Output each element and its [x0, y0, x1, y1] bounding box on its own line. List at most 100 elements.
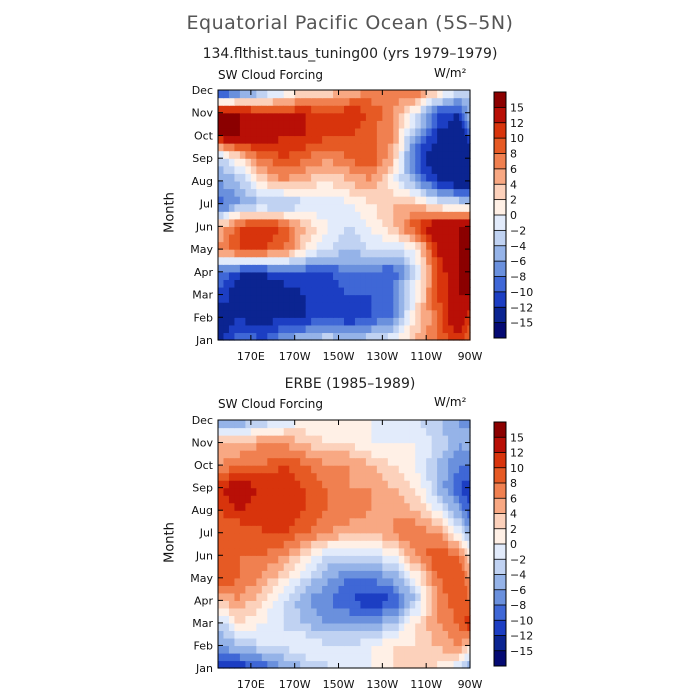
heatmap-cell	[311, 302, 318, 311]
heatmap-cell	[272, 540, 279, 549]
heatmap-cell	[393, 173, 400, 182]
heatmap-cell	[333, 112, 340, 121]
heatmap-cell	[426, 90, 433, 99]
heatmap-cell	[344, 660, 351, 669]
heatmap-cell	[382, 286, 389, 296]
heatmap-cell	[420, 645, 427, 654]
heatmap-cell	[437, 547, 444, 556]
heatmap-cell	[322, 555, 329, 564]
heatmap-cell	[398, 540, 405, 549]
heatmap-cell	[437, 256, 444, 265]
heatmap-cell	[283, 450, 290, 459]
heatmap-cell	[294, 592, 301, 601]
heatmap-cell	[382, 127, 389, 137]
heatmap-cell	[398, 143, 405, 152]
heatmap-cell	[245, 532, 252, 541]
heatmap-cell	[344, 562, 351, 571]
heatmap-cell	[250, 264, 257, 273]
heatmap-cell	[442, 502, 449, 511]
heatmap-cell	[365, 309, 372, 318]
heatmap-cell	[300, 332, 307, 341]
heatmap-cell	[223, 442, 230, 451]
heatmap-cell	[228, 97, 236, 106]
heatmap-cell	[327, 570, 334, 579]
heatmap-cell	[360, 264, 367, 273]
heatmap-cell	[426, 271, 433, 280]
heatmap-cell	[272, 472, 279, 481]
heatmap-cell	[365, 271, 372, 280]
heatmap-cell	[294, 143, 301, 152]
heatmap-cell	[371, 532, 378, 541]
heatmap-cell	[404, 264, 411, 273]
heatmap-cell	[376, 135, 383, 144]
heatmap-cell	[398, 286, 405, 296]
heatmap-cell	[398, 622, 405, 632]
heatmap-cell	[305, 472, 312, 481]
heatmap-cell	[461, 127, 466, 137]
heatmap-cell	[398, 120, 405, 129]
heatmap-cell	[316, 180, 323, 190]
heatmap-cell	[453, 637, 460, 647]
heatmap-cell	[261, 637, 268, 647]
heatmap-cell	[431, 165, 438, 174]
colorbar-swatch	[494, 635, 506, 652]
heatmap-cell	[448, 90, 455, 99]
heatmap-cell	[442, 660, 449, 669]
heatmap-cell	[344, 302, 351, 311]
heatmap-cell	[283, 286, 290, 296]
heatmap-cell	[338, 249, 345, 258]
heatmap-cell	[261, 480, 268, 489]
heatmap-cell	[453, 188, 460, 197]
heatmap-cell	[461, 630, 466, 639]
heatmap-cell	[467, 264, 471, 273]
heatmap-cell	[300, 165, 307, 174]
heatmap-cell	[256, 615, 263, 624]
heatmap-cell	[239, 480, 246, 489]
heatmap-cell	[228, 472, 236, 481]
heatmap-cell	[218, 317, 225, 326]
heatmap-cell	[289, 97, 296, 106]
heatmap-cell	[365, 90, 372, 99]
heatmap-cell	[382, 592, 389, 601]
heatmap-cell	[250, 180, 257, 190]
colorbar-swatch	[494, 620, 506, 636]
heatmap-cell	[382, 660, 389, 669]
x-tick-label: 170E	[237, 678, 265, 691]
heatmap-cell	[300, 302, 307, 311]
heatmap-cell	[261, 120, 268, 129]
heatmap-cell	[278, 226, 285, 235]
heatmap-cell	[316, 294, 323, 303]
heatmap-cell	[316, 188, 323, 197]
heatmap-cell	[467, 324, 471, 334]
heatmap-cell	[360, 562, 367, 571]
heatmap-cell	[300, 188, 307, 197]
heatmap-cell	[382, 622, 389, 632]
heatmap-cell	[250, 495, 257, 504]
heatmap-cell	[228, 188, 236, 197]
heatmap-cell	[426, 465, 433, 474]
heatmap-cell	[333, 525, 340, 534]
heatmap-cell	[426, 562, 433, 571]
heatmap-cell	[245, 637, 252, 647]
heatmap-cell	[354, 420, 362, 429]
heatmap-cell	[467, 150, 471, 159]
heatmap-cell	[376, 555, 383, 564]
heatmap-cell	[442, 196, 449, 205]
heatmap-cell	[322, 286, 329, 296]
heatmap-cell	[360, 510, 367, 519]
heatmap-cell	[305, 332, 312, 341]
heatmap-cell	[245, 105, 252, 114]
heatmap-cell	[278, 112, 285, 121]
heatmap-cell	[431, 435, 438, 444]
heatmap-cell	[365, 294, 372, 303]
heatmap-cell	[382, 465, 389, 474]
heatmap-cell	[234, 480, 241, 489]
heatmap-cell	[218, 112, 225, 121]
heatmap-cell	[437, 302, 444, 311]
heatmap-cell	[261, 188, 268, 197]
heatmap-cell	[387, 112, 394, 121]
heatmap-cell	[294, 480, 301, 489]
heatmap-cell	[360, 203, 367, 212]
heatmap-cell	[365, 249, 372, 258]
heatmap-cell	[278, 502, 285, 511]
